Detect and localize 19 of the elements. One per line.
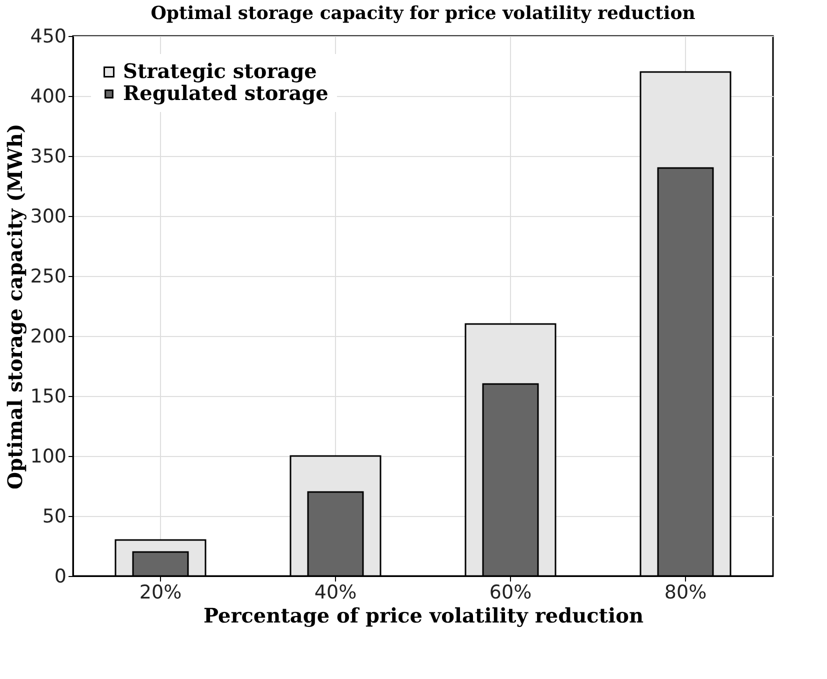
y-axis-title: Optimal storage capacity (MWh)	[3, 124, 28, 490]
x-axis-title: Percentage of price volatility reduction	[203, 604, 644, 628]
y-tick-label: 250	[30, 266, 66, 288]
x-tick-label: 60%	[489, 582, 532, 604]
x-tick-label: 20%	[139, 582, 182, 604]
legend-label: Strategic storage	[123, 59, 317, 83]
legend-label: Regulated storage	[123, 81, 328, 105]
y-tick-label: 200	[30, 326, 66, 348]
y-tick-label: 300	[30, 206, 66, 228]
y-tick-label: 0	[54, 566, 66, 588]
chart-title: Optimal storage capacity for price volatility reduction	[150, 3, 696, 24]
y-tick-label: 50	[42, 506, 66, 528]
x-tick-label: 40%	[314, 582, 357, 604]
x-tick-label: 80%	[664, 582, 707, 604]
y-tick-label: 350	[30, 146, 66, 168]
y-tick-label: 400	[30, 86, 66, 108]
y-tick-label: 450	[30, 26, 66, 48]
y-tick-label: 100	[30, 446, 66, 468]
y-tick-label: 150	[30, 386, 66, 408]
